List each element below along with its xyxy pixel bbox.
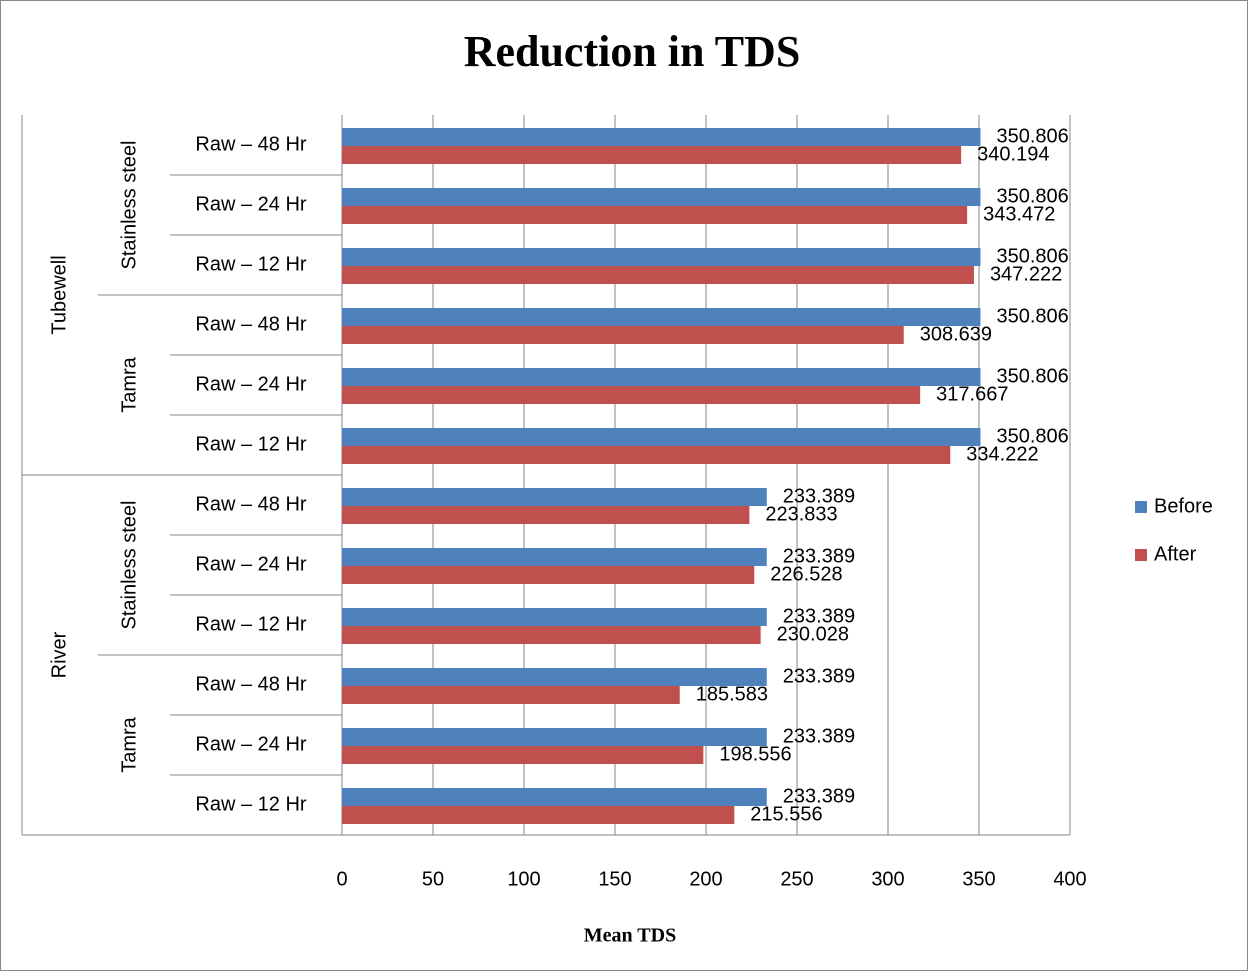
data-label: 343.472 — [983, 203, 1055, 225]
bar — [342, 146, 962, 164]
category-label: Raw – 12 Hr — [195, 253, 306, 275]
data-label: 198.556 — [719, 743, 791, 765]
data-label: 226.528 — [770, 563, 842, 585]
group-label: Stainless steel — [118, 501, 140, 630]
bar — [342, 626, 761, 644]
data-label: 233.389 — [783, 725, 855, 747]
group-label: Tamra — [118, 356, 140, 412]
legend-label: After — [1154, 543, 1197, 565]
bar — [342, 728, 767, 746]
data-label: 350.806 — [996, 305, 1068, 327]
x-tick-label: 50 — [422, 868, 444, 890]
category-label: Raw – 24 Hr — [195, 733, 306, 755]
data-label: 233.389 — [783, 605, 855, 627]
bar — [342, 788, 767, 806]
data-label: 308.639 — [920, 323, 992, 345]
data-label: 350.806 — [996, 365, 1068, 387]
legend-swatch — [1135, 549, 1147, 561]
bar — [342, 548, 767, 566]
supergroup-label: River — [48, 631, 70, 678]
group-label: Tamra — [118, 716, 140, 772]
data-label: 230.028 — [777, 623, 849, 645]
bar — [342, 686, 680, 704]
bar — [342, 206, 968, 224]
data-label: 350.806 — [996, 425, 1068, 447]
chart-title: Reduction in TDS — [464, 27, 801, 76]
bar — [342, 128, 981, 146]
data-label: 350.806 — [996, 125, 1068, 147]
category-label: Raw – 24 Hr — [195, 193, 306, 215]
data-label: 350.806 — [996, 185, 1068, 207]
bar — [342, 446, 951, 464]
data-label: 215.556 — [750, 803, 822, 825]
bar — [342, 368, 981, 386]
bar — [342, 806, 735, 824]
bar — [342, 506, 750, 524]
bar — [342, 488, 767, 506]
x-tick-label: 100 — [507, 868, 540, 890]
data-label: 340.194 — [977, 143, 1049, 165]
category-label: Raw – 12 Hr — [195, 433, 306, 455]
data-label: 233.389 — [783, 545, 855, 567]
category-label: Raw – 48 Hr — [195, 133, 306, 155]
x-tick-label: 350 — [962, 868, 995, 890]
x-tick-label: 250 — [780, 868, 813, 890]
legend-swatch — [1135, 501, 1147, 513]
bar — [342, 386, 921, 404]
data-label: 223.833 — [765, 503, 837, 525]
bar — [342, 248, 981, 266]
bar — [342, 188, 981, 206]
data-label: 233.389 — [783, 785, 855, 807]
data-label: 317.667 — [936, 383, 1008, 405]
bar — [342, 746, 704, 764]
data-label: 233.389 — [783, 665, 855, 687]
bar — [342, 608, 767, 626]
data-label: 347.222 — [990, 263, 1062, 285]
x-tick-label: 200 — [689, 868, 722, 890]
supergroup-label: Tubewell — [48, 255, 70, 334]
legend-label: Before — [1154, 495, 1213, 517]
x-axis-title: Mean TDS — [584, 925, 676, 947]
x-tick-label: 400 — [1053, 868, 1086, 890]
bar — [342, 566, 755, 584]
category-label: Raw – 24 Hr — [195, 553, 306, 575]
bar — [342, 668, 767, 686]
data-label: 233.389 — [783, 485, 855, 507]
bar — [342, 428, 981, 446]
category-label: Raw – 12 Hr — [195, 793, 306, 815]
x-tick-label: 150 — [598, 868, 631, 890]
category-label: Raw – 48 Hr — [195, 673, 306, 695]
category-label: Raw – 48 Hr — [195, 493, 306, 515]
group-label: Stainless steel — [118, 141, 140, 270]
category-label: Raw – 12 Hr — [195, 613, 306, 635]
data-label: 334.222 — [966, 443, 1038, 465]
data-label: 185.583 — [696, 683, 768, 705]
bar — [342, 326, 904, 344]
category-label: Raw – 48 Hr — [195, 313, 306, 335]
x-tick-label: 300 — [871, 868, 904, 890]
bar — [342, 266, 974, 284]
category-label: Raw – 24 Hr — [195, 373, 306, 395]
bar — [342, 308, 981, 326]
x-tick-label: 0 — [336, 868, 347, 890]
data-label: 350.806 — [996, 245, 1068, 267]
